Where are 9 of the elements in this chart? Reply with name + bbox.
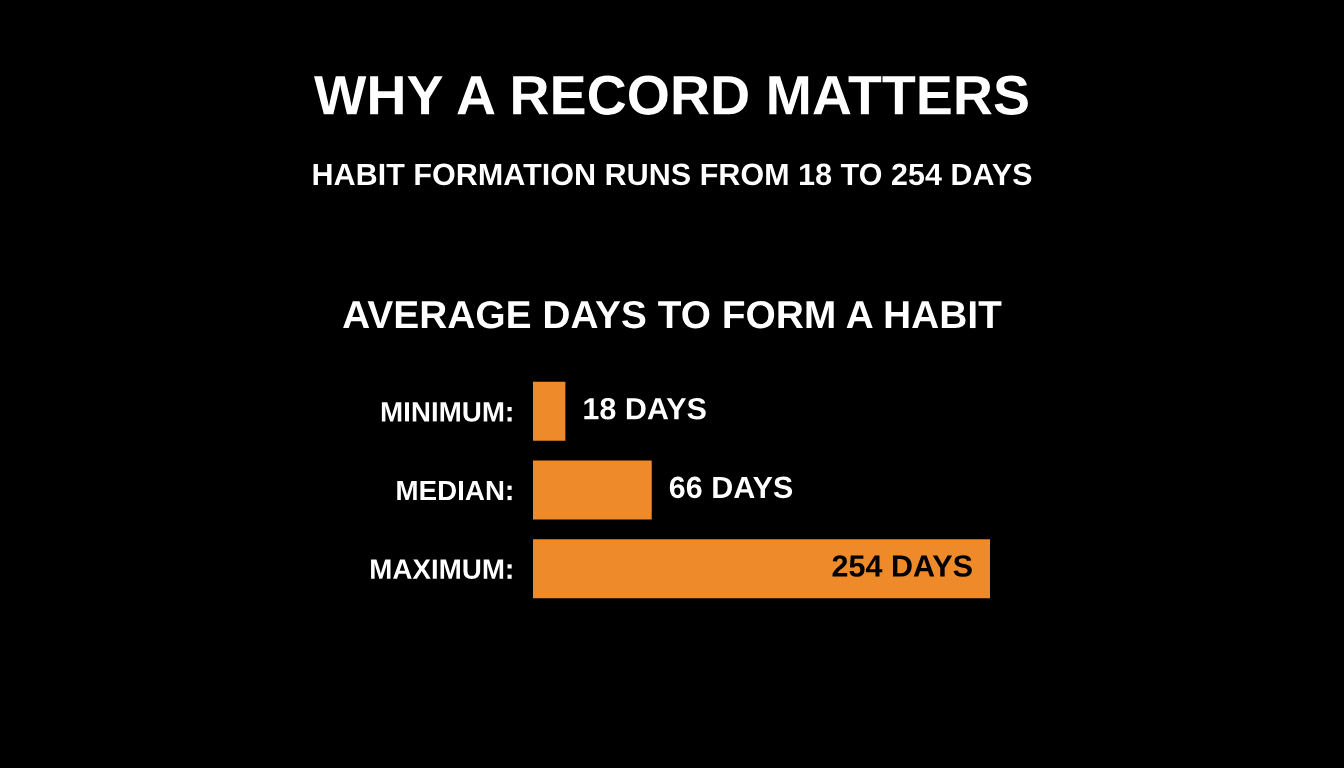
data-label: 66 DAYS	[669, 476, 793, 499]
chart-title: WHY A RECORD MATTERS	[314, 75, 1028, 115]
y-tick-label: MEDIAN	[397, 480, 504, 501]
chart-subtitle: HABIT FORMATION RUNS FROM 18 TO 254 DAYS	[313, 163, 1032, 186]
y-tick-label: MINIMUM	[381, 402, 504, 422]
y-tick-label: MAXIMUM	[371, 559, 504, 580]
text: AVERAGE DAYS TO FORM A HABIT	[343, 300, 1002, 329]
data-label: 254 DAYS	[832, 555, 972, 577]
data-label: 18 DAYS	[584, 397, 706, 420]
